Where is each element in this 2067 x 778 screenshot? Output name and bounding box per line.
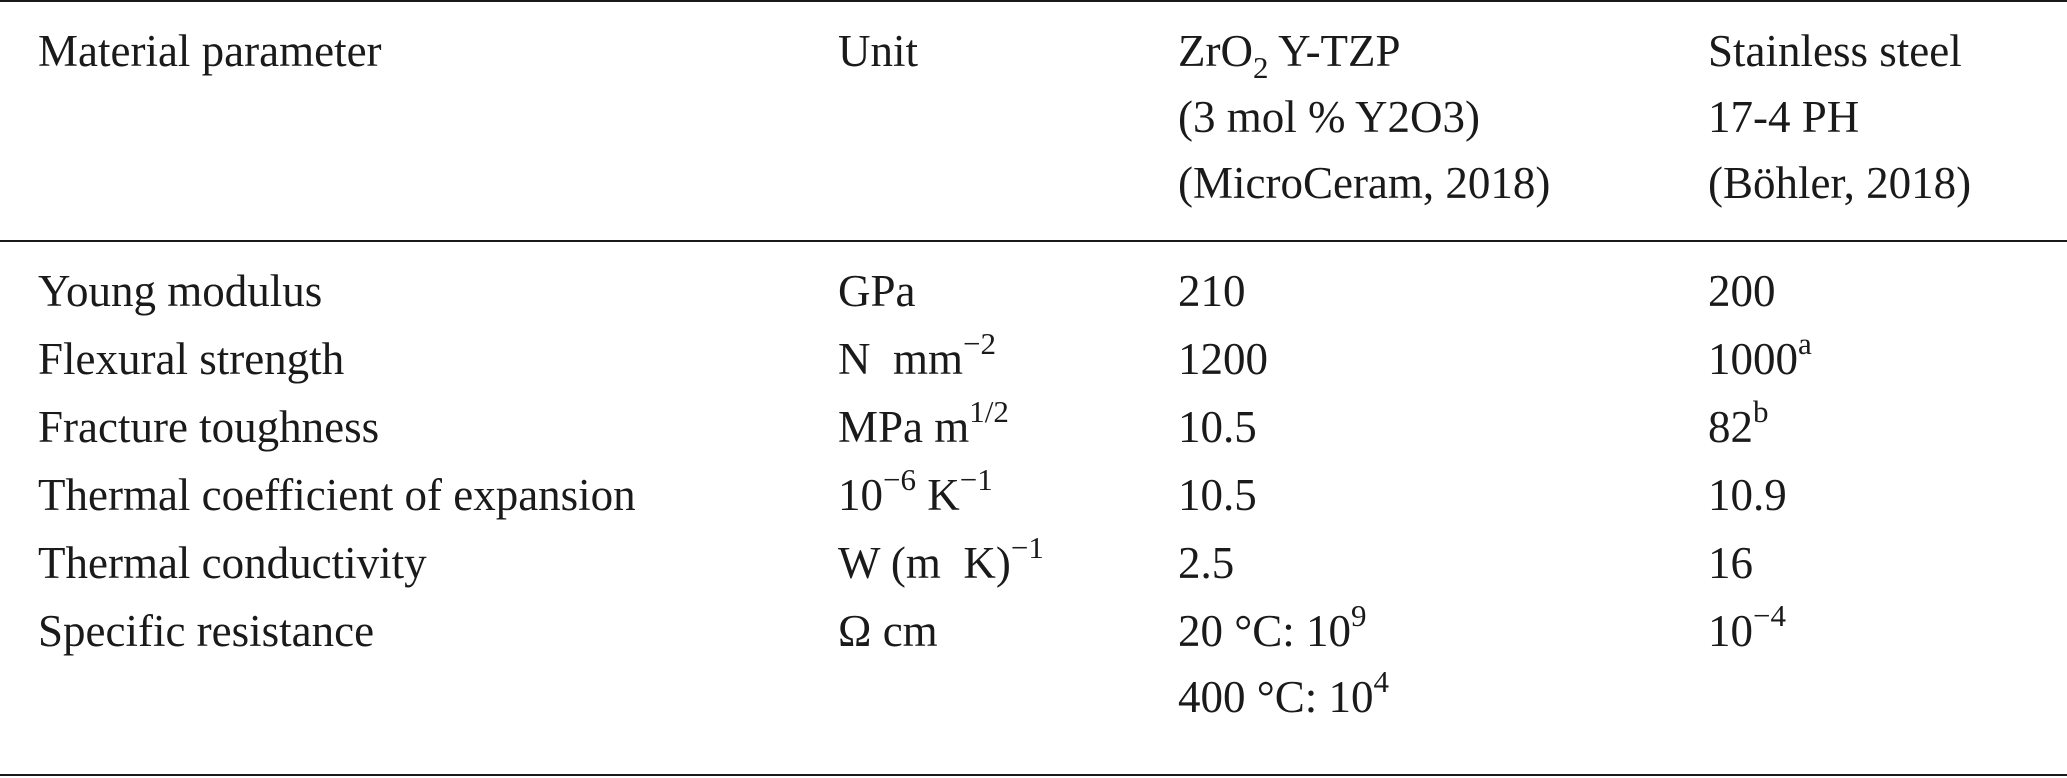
row-thermal-expansion-zro2: 10.5 [1178, 470, 1257, 520]
row-young-modulus-steel: 200 [1708, 266, 1776, 316]
row-specific-resistance-steel: 10−4 [1708, 598, 1786, 656]
row-young-modulus-param: Young modulus [38, 266, 323, 316]
footnote-marker-b: b [1753, 394, 1769, 429]
header-material-parameter: Material parameter [38, 26, 382, 76]
row-thermal-conductivity-unit: W (m K)−1 [838, 530, 1044, 588]
row-flexural-strength-zro2: 1200 [1178, 334, 1268, 384]
table-header-rule [0, 240, 2067, 242]
row-flexural-strength-param: Flexural strength [38, 334, 345, 384]
header-steel-line1: Stainless steel [1708, 26, 1962, 76]
row-young-modulus-unit: GPa [838, 266, 916, 316]
row-fracture-toughness-unit: MPa m1/2 [838, 394, 1009, 452]
header-zro2: ZrO2 Y-TZP (3 mol % Y2O3) (MicroCeram, 2… [1178, 18, 1550, 216]
footnote-marker-a: a [1798, 326, 1812, 361]
row-fracture-toughness-zro2: 10.5 [1178, 402, 1257, 452]
header-zro2-line3: (MicroCeram, 2018) [1178, 158, 1551, 208]
row-thermal-conductivity-param: Thermal conductivity [38, 538, 427, 588]
row-fracture-toughness-steel: 82b [1708, 394, 1769, 452]
row-young-modulus-zro2: 210 [1178, 266, 1246, 316]
row-specific-resistance-unit: Ω cm [838, 606, 938, 656]
header-steel: Stainless steel 17-4 PH (Böhler, 2018) [1708, 18, 1971, 216]
row-thermal-conductivity-steel: 16 [1708, 538, 1753, 588]
row-thermal-conductivity-zro2: 2.5 [1178, 538, 1235, 588]
resistance-zro2-400c: 400 °C: 104 [1178, 664, 1390, 722]
header-steel-line2: 17-4 PH [1708, 92, 1860, 142]
row-specific-resistance-zro2: 20 °C: 109 400 °C: 104 [1178, 598, 1389, 730]
row-thermal-expansion-param: Thermal coefficient of expansion [38, 470, 636, 520]
header-unit: Unit [838, 26, 919, 76]
header-zro2-line2: (3 mol % Y2O3) [1178, 92, 1481, 142]
header-steel-line3: (Böhler, 2018) [1708, 158, 1972, 208]
row-flexural-strength-steel: 1000a [1708, 326, 1812, 384]
header-zro2-line1: ZrO2 Y-TZP [1178, 26, 1401, 85]
row-thermal-expansion-unit: 10−6 K−1 [838, 462, 993, 520]
row-thermal-expansion-steel: 10.9 [1708, 470, 1787, 520]
row-specific-resistance-param: Specific resistance [38, 606, 375, 656]
table-top-rule [0, 0, 2067, 2]
row-flexural-strength-unit: N mm−2 [838, 326, 996, 384]
table-bottom-rule [0, 774, 2067, 776]
row-fracture-toughness-param: Fracture toughness [38, 402, 380, 452]
resistance-zro2-20c: 20 °C: 109 [1178, 598, 1367, 656]
